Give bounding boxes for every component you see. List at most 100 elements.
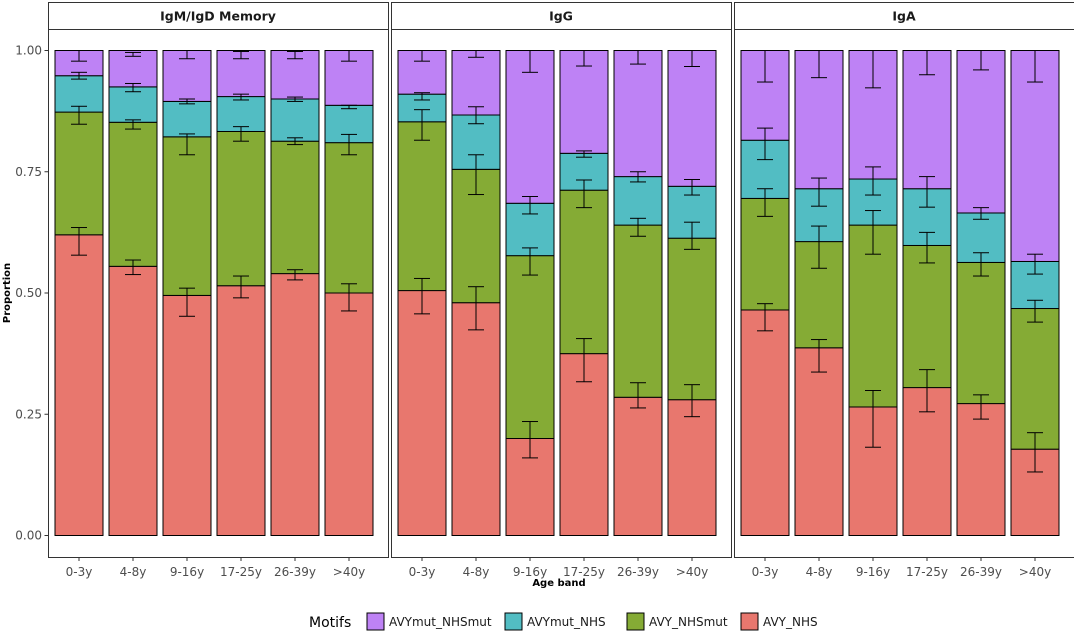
bar-segment-avymut-nhs-9-16y bbox=[162, 100, 212, 138]
error-bar-avymut-nhsmut-40y bbox=[341, 50, 357, 62]
bar-segment-avy-nhsmut-9-16y bbox=[162, 136, 212, 296]
error-bar-avy-nhsmut-17-25y bbox=[919, 231, 935, 264]
error-bar-avymut-nhs-17-25y bbox=[233, 93, 249, 101]
bar-segment-avy-nhs-26-39y bbox=[613, 396, 663, 536]
legend-key-avy-nhs bbox=[740, 612, 759, 631]
error-bar-avymut-nhsmut-26-39y bbox=[287, 50, 303, 60]
legend-label-avy-nhs: AVY_NHS bbox=[763, 615, 818, 629]
error-bar-avy-nhsmut-4-8y bbox=[811, 225, 827, 269]
error-bar-avymut-nhsmut-4-8y bbox=[811, 50, 827, 79]
bar-segment-avymut-nhsmut-40y bbox=[667, 50, 717, 187]
facet-strip bbox=[48, 2, 389, 30]
bar-segment-avy-nhs-40y bbox=[667, 399, 717, 537]
x-tick-label: 26-39y bbox=[617, 565, 659, 579]
bar-segment-avy-nhsmut-26-39y bbox=[613, 224, 663, 398]
error-bar-avy-nhsmut-9-16y bbox=[179, 133, 195, 156]
x-tick-label: 0-3y bbox=[66, 565, 93, 579]
error-bar-avy-nhs-26-39y bbox=[287, 269, 303, 281]
error-bar-avy-nhsmut-9-16y bbox=[522, 247, 538, 276]
error-bar-avy-nhs-9-16y bbox=[865, 389, 881, 448]
bar-segment-avy-nhs-4-8y bbox=[451, 302, 501, 537]
bar-segment-avy-nhsmut-26-39y bbox=[270, 140, 320, 275]
bar-segment-avymut-nhsmut-40y bbox=[1010, 50, 1060, 262]
error-bar-avymut-nhsmut-17-25y bbox=[576, 50, 592, 67]
bar-segment-avymut-nhsmut-17-25y bbox=[559, 50, 609, 154]
y-tick-label: 0.00 bbox=[15, 529, 42, 543]
error-bar-avymut-nhs-9-16y bbox=[865, 166, 881, 196]
x-tick-label: 4-8y bbox=[120, 565, 147, 579]
bar-segment-avy-nhsmut-17-25y bbox=[559, 189, 609, 355]
panel-border bbox=[391, 29, 732, 558]
error-bar-avymut-nhsmut-9-16y bbox=[522, 50, 538, 73]
error-bar-avymut-nhs-4-8y bbox=[125, 82, 141, 93]
bar-segment-avy-nhs-9-16y bbox=[162, 294, 212, 536]
panel-border bbox=[734, 29, 1074, 558]
bar-segment-avy-nhs-0-3y bbox=[740, 309, 790, 536]
bar-segment-avy-nhs-40y bbox=[324, 292, 374, 536]
bar-segment-avymut-nhsmut-9-16y bbox=[505, 50, 555, 204]
bar-segment-avy-nhsmut-40y bbox=[1010, 308, 1060, 450]
error-bar-avymut-nhsmut-40y bbox=[684, 50, 700, 68]
error-bar-avymut-nhs-40y bbox=[341, 104, 357, 110]
panel-igm-igd-memory: IgM/IgD Memory 0-3y 4-8y 9-16y 17-25y 26-39y >… bbox=[48, 2, 389, 579]
bar-segment-avy-nhsmut-17-25y bbox=[216, 130, 266, 287]
error-bar-avy-nhs-26-39y bbox=[973, 394, 989, 420]
bar-segment-avy-nhsmut-4-8y bbox=[108, 121, 158, 267]
error-bar-avy-nhs-17-25y bbox=[576, 338, 592, 383]
error-bar-avy-nhsmut-26-39y bbox=[287, 137, 303, 146]
error-bar-avymut-nhs-0-3y bbox=[71, 71, 87, 80]
bar-segment-avy-nhsmut-0-3y bbox=[397, 121, 447, 292]
panel-igg: IgG 0-3y 4-8y 9-16y 17-25y 26-39y >40y bbox=[391, 2, 732, 579]
error-bar-avy-nhs-17-25y bbox=[919, 369, 935, 413]
x-tick-label: 0-3y bbox=[409, 565, 436, 579]
error-bar-avymut-nhs-9-16y bbox=[522, 195, 538, 215]
legend-label-avy-nhsmut: AVY_NHSmut bbox=[649, 615, 728, 629]
x-tick-label: 4-8y bbox=[806, 565, 833, 579]
error-bar-avy-nhs-4-8y bbox=[125, 259, 141, 276]
error-bar-avymut-nhsmut-40y bbox=[1027, 50, 1043, 83]
bar-segment-avy-nhs-0-3y bbox=[54, 234, 104, 537]
y-tick-label: 0.50 bbox=[15, 286, 42, 300]
error-bar-avymut-nhsmut-26-39y bbox=[973, 50, 989, 71]
error-bar-avymut-nhs-40y bbox=[684, 179, 700, 196]
bar-segment-avy-nhs-17-25y bbox=[559, 353, 609, 536]
x-tick-label: 9-16y bbox=[856, 565, 890, 579]
facet-title: IgM/IgD Memory bbox=[160, 9, 276, 24]
error-bar-avymut-nhs-17-25y bbox=[576, 150, 592, 158]
x-tick-label: >40y bbox=[676, 565, 708, 579]
bar-segment-avy-nhs-26-39y bbox=[956, 403, 1006, 536]
error-bar-avy-nhs-0-3y bbox=[71, 227, 87, 256]
error-bar-avymut-nhs-26-39y bbox=[287, 96, 303, 102]
bar-segment-avymut-nhs-26-39y bbox=[613, 176, 663, 226]
legend-label-avymut-nhs: AVYmut_NHS bbox=[527, 615, 606, 629]
y-axis: 0.00 0.25 0.50 0.75 1.00 bbox=[15, 44, 49, 543]
error-bar-avymut-nhsmut-17-25y bbox=[233, 50, 249, 60]
panel-iga: IgA 0-3y 4-8y 9-16y 17-25y 26-39y >40y bbox=[734, 2, 1074, 579]
error-bar-avy-nhs-26-39y bbox=[630, 382, 646, 409]
error-bar-avymut-nhs-40y bbox=[1027, 253, 1043, 275]
bar-segment-avy-nhs-17-25y bbox=[216, 285, 266, 536]
facet-strip bbox=[734, 2, 1074, 30]
error-bar-avymut-nhsmut-4-8y bbox=[468, 50, 484, 58]
x-tick-label: 9-16y bbox=[170, 565, 204, 579]
y-axis-title: Proportion bbox=[2, 263, 13, 323]
error-bar-avy-nhs-4-8y bbox=[811, 339, 827, 373]
y-tick-label: 1.00 bbox=[15, 44, 42, 58]
bar-segment-avy-nhsmut-26-39y bbox=[956, 261, 1006, 405]
bar-segment-avymut-nhsmut-26-39y bbox=[956, 50, 1006, 214]
bar-segment-avy-nhsmut-40y bbox=[667, 237, 717, 401]
bar-segment-avy-nhsmut-40y bbox=[324, 142, 374, 294]
error-bar-avy-nhsmut-17-25y bbox=[233, 126, 249, 142]
x-axis-title: Age band bbox=[532, 578, 585, 589]
error-bar-avymut-nhsmut-9-16y bbox=[179, 50, 195, 60]
error-bar-avy-nhsmut-40y bbox=[341, 133, 357, 156]
error-bar-avy-nhsmut-40y bbox=[684, 221, 700, 250]
x-tick-label: 4-8y bbox=[463, 565, 490, 579]
error-bar-avymut-nhsmut-9-16y bbox=[865, 50, 881, 89]
bar-segment-avy-nhs-4-8y bbox=[108, 265, 158, 536]
x-tick-label: 9-16y bbox=[513, 565, 547, 579]
bar-segment-avymut-nhs-17-25y bbox=[216, 96, 266, 132]
error-bar-avy-nhs-0-3y bbox=[414, 277, 430, 315]
error-bar-avymut-nhsmut-0-3y bbox=[414, 50, 430, 62]
error-bar-avy-nhsmut-26-39y bbox=[973, 252, 989, 277]
